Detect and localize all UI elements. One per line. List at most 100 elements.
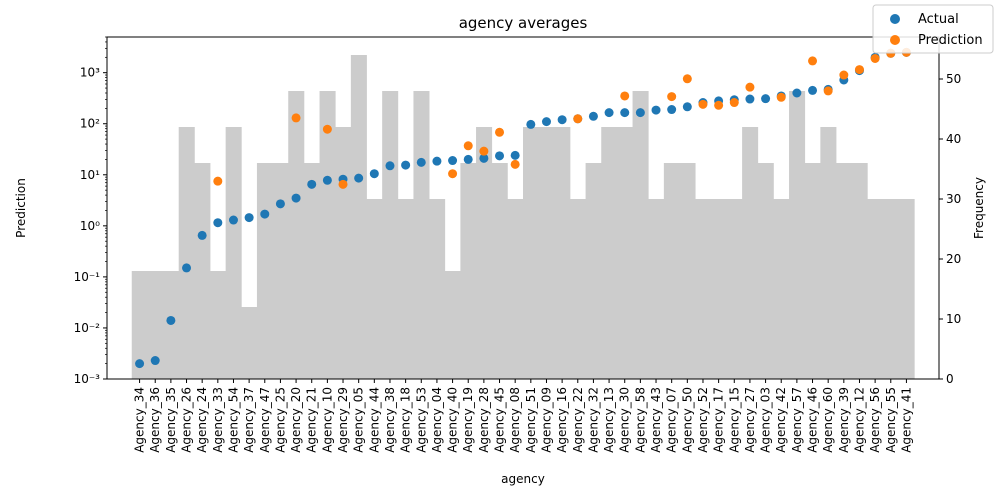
prediction-point	[463, 141, 473, 151]
actual-point	[557, 115, 567, 125]
frequency-bar	[679, 163, 696, 379]
prediction-points	[213, 47, 911, 189]
frequency-bar	[256, 163, 273, 379]
frequency-bar	[867, 199, 884, 379]
x-axis-label: agency	[501, 472, 545, 486]
x-tick-label: Agency_18	[399, 387, 413, 453]
frequency-bar	[523, 127, 540, 379]
actual-point	[745, 94, 755, 104]
actual-point	[667, 105, 677, 115]
frequency-bar	[194, 163, 211, 379]
actual-point	[479, 153, 489, 163]
prediction-point	[620, 91, 630, 101]
frequency-bar	[710, 199, 727, 379]
actual-point	[182, 263, 192, 273]
frequency-bar	[429, 199, 446, 379]
frequency-bar	[397, 199, 414, 379]
actual-point	[604, 108, 614, 118]
prediction-point	[495, 127, 505, 137]
frequency-bar	[898, 199, 915, 379]
frequency-bar	[335, 127, 352, 379]
frequency-bar	[569, 199, 586, 379]
frequency-bar	[178, 127, 195, 379]
x-tick-label: Agency_39	[837, 387, 851, 453]
actual-point	[213, 218, 223, 228]
prediction-point	[338, 179, 348, 189]
right-axis-ticks: 0 10 20 30 40 50	[939, 72, 961, 386]
y2-tick-label: 40	[946, 132, 961, 146]
actual-point	[510, 150, 520, 160]
actual-point	[322, 175, 332, 185]
prediction-point	[854, 65, 864, 75]
actual-point	[244, 213, 254, 223]
frequency-bar	[241, 307, 258, 379]
actual-point	[369, 169, 379, 179]
x-tick-label: Agency_54	[226, 387, 240, 453]
frequency-bar	[413, 91, 430, 379]
frequency-bar	[836, 163, 853, 379]
x-axis-ticks: Agency_34 Agency_36 Agency_35 Agency_26 Agen…	[133, 379, 913, 453]
frequency-bar	[804, 163, 821, 379]
prediction-point	[839, 70, 849, 80]
actual-point	[432, 156, 442, 166]
y2-tick-label: 50	[946, 72, 961, 86]
frequency-bar	[616, 127, 633, 379]
x-tick-label: Agency_56	[868, 387, 882, 453]
actual-point	[291, 193, 301, 203]
x-tick-label: Agency_42	[774, 387, 788, 453]
frequency-bar	[882, 199, 899, 379]
y-tick-label: 10⁰	[80, 219, 100, 233]
x-tick-label: Agency_22	[571, 387, 585, 453]
y-tick-label: 10¹	[80, 168, 100, 182]
x-tick-label: Agency_29	[336, 387, 350, 453]
x-tick-label: Agency_07	[665, 387, 679, 453]
actual-point	[166, 315, 176, 325]
frequency-bar	[507, 199, 524, 379]
y2-tick-label: 0	[946, 372, 954, 386]
prediction-point	[573, 114, 583, 124]
x-tick-label: Agency_55	[884, 387, 898, 453]
frequency-bar	[366, 199, 383, 379]
frequency-bar	[225, 127, 242, 379]
actual-point	[463, 154, 473, 164]
frequency-bar	[742, 127, 759, 379]
legend-prediction-label: Prediction	[918, 33, 983, 48]
prediction-point	[479, 146, 489, 156]
x-tick-label: Agency_04	[430, 387, 444, 453]
x-tick-label: Agency_09	[539, 387, 553, 453]
x-tick-label: Agency_37	[242, 387, 256, 453]
prediction-point	[823, 86, 833, 96]
prediction-point	[510, 159, 520, 169]
frequency-bars	[131, 55, 915, 379]
frequency-bar	[648, 199, 665, 379]
x-tick-label: Agency_53	[414, 387, 428, 453]
x-tick-label: Agency_08	[508, 387, 522, 453]
prediction-point	[667, 92, 677, 102]
prediction-point	[291, 113, 301, 123]
actual-point	[495, 151, 505, 161]
y-axis-label: Prediction	[14, 178, 28, 238]
legend-box	[872, 4, 994, 54]
frequency-bar	[272, 163, 289, 379]
frequency-bar	[851, 163, 868, 379]
frequency-bar	[163, 271, 180, 379]
frequency-bar	[444, 271, 461, 379]
y-tick-label: 10²	[80, 117, 100, 131]
legend-actual-label: Actual	[918, 12, 959, 27]
frequency-bar	[585, 163, 602, 379]
x-tick-label: Agency_43	[649, 387, 663, 453]
x-tick-label: Agency_16	[555, 387, 569, 453]
y-tick-label: 10³	[80, 66, 100, 80]
x-tick-label: Agency_35	[164, 387, 178, 453]
frequency-bar	[726, 199, 743, 379]
y2-tick-label: 30	[946, 192, 961, 206]
y2-tick-label: 10	[946, 312, 961, 326]
y2-tick-label: 20	[946, 252, 961, 266]
x-tick-label: Agency_27	[743, 387, 757, 453]
actual-point	[808, 85, 818, 95]
actual-point	[401, 160, 411, 170]
prediction-point	[808, 56, 818, 66]
actual-point	[761, 94, 771, 104]
x-tick-label: Agency_47	[258, 387, 272, 453]
